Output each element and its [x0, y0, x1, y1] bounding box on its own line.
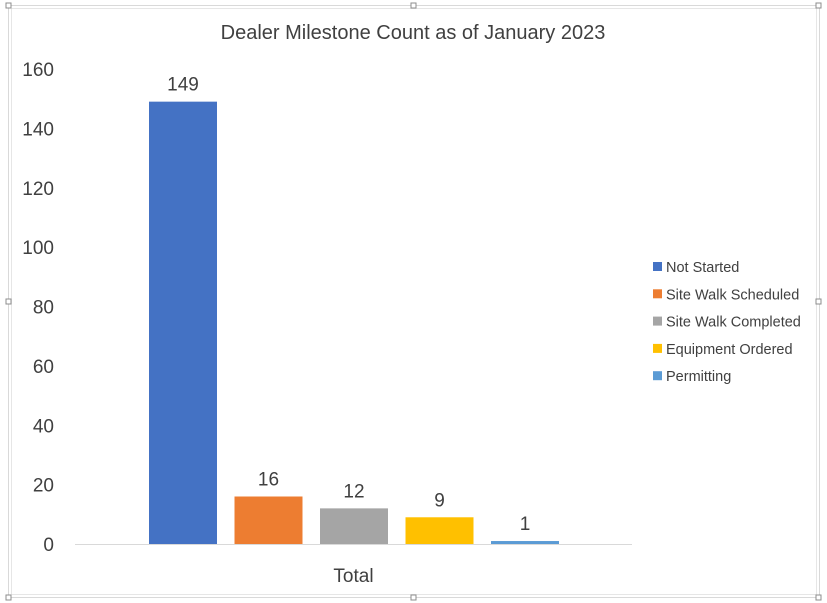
resize-handle-top-left[interactable] [5, 2, 12, 9]
data-label: 9 [434, 490, 445, 511]
resize-handle-middle-right[interactable] [815, 298, 822, 305]
legend-swatch [653, 289, 662, 299]
resize-handles [5, 2, 822, 601]
bar-not-started[interactable] [149, 101, 217, 544]
legend-swatch [653, 343, 662, 353]
resize-handle-bottom-left[interactable] [5, 594, 12, 601]
x-category-label: Total [333, 566, 373, 587]
bars [149, 101, 559, 545]
chart-border[interactable] [8, 5, 820, 598]
bar-site-walk-completed[interactable] [320, 508, 388, 544]
y-tick-label: 0 [43, 535, 54, 556]
bar-permitting[interactable] [491, 541, 559, 544]
data-label: 149 [167, 75, 199, 96]
resize-handle-bottom-right[interactable] [815, 594, 822, 601]
data-label: 12 [343, 481, 364, 502]
legend-entry[interactable]: Equipment Ordered [666, 342, 793, 358]
y-tick-label: 80 [33, 298, 54, 319]
y-axis: 0 20 40 60 80 100 120 140 160 [22, 60, 54, 556]
bar-equipment-ordered[interactable] [405, 517, 474, 544]
resize-handle-middle-left[interactable] [5, 298, 12, 305]
legend-swatch [653, 262, 662, 271]
resize-handle-top-center[interactable] [410, 2, 417, 9]
data-label: 1 [520, 514, 531, 535]
legend-entry[interactable]: Site Walk Completed [666, 315, 801, 331]
resize-handle-top-right[interactable] [815, 2, 822, 9]
y-tick-label: 20 [33, 476, 54, 497]
legend-swatch [653, 371, 662, 381]
resize-handle-bottom-center[interactable] [410, 594, 417, 601]
legend-entry[interactable]: Not Started [666, 260, 739, 276]
legend[interactable]: Not Started Site Walk Scheduled Site Walk … [653, 260, 801, 385]
y-tick-label: 160 [22, 60, 54, 81]
y-tick-label: 40 [33, 416, 54, 437]
data-label: 16 [258, 470, 279, 491]
y-tick-label: 60 [33, 357, 54, 378]
y-tick-label: 100 [22, 238, 54, 259]
legend-swatch [653, 316, 662, 326]
y-tick-label: 120 [22, 179, 54, 200]
legend-entry[interactable]: Site Walk Scheduled [666, 287, 799, 303]
bar-site-walk-scheduled[interactable] [234, 496, 303, 545]
data-labels: 149 16 12 9 1 [167, 75, 530, 535]
chart-title[interactable]: Dealer Milestone Count as of January 202… [221, 22, 606, 44]
y-tick-label: 140 [22, 119, 54, 140]
legend-entry[interactable]: Permitting [666, 369, 731, 385]
